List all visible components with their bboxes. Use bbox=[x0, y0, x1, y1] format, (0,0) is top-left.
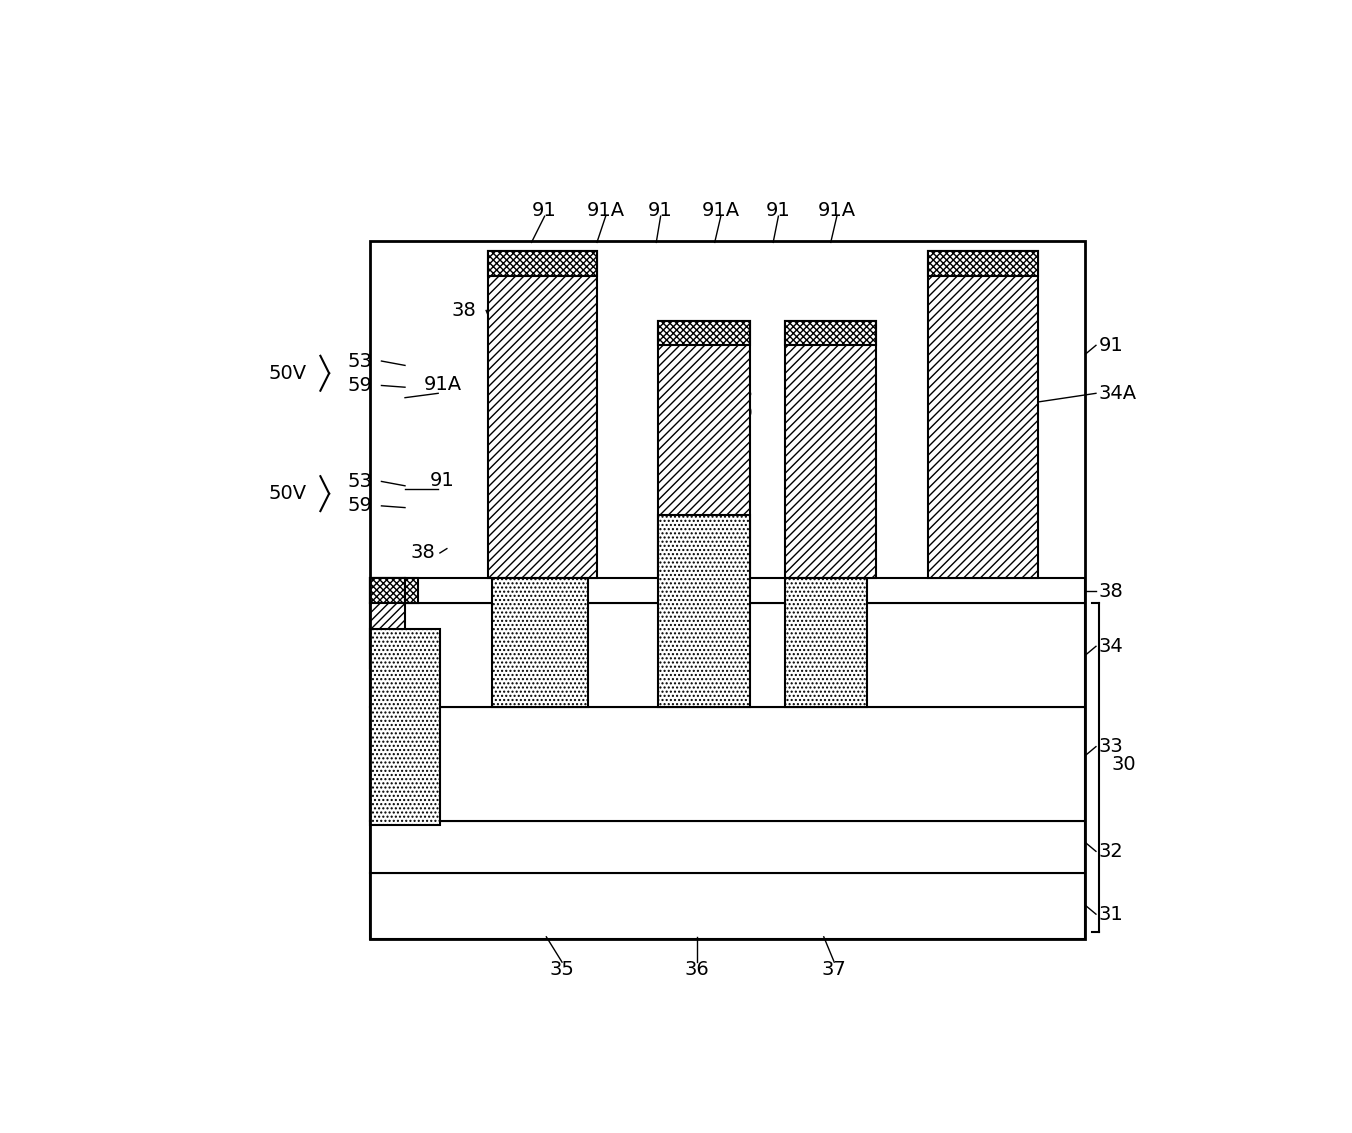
Bar bbox=[658, 321, 749, 346]
Bar bbox=[370, 707, 1086, 820]
Text: 38: 38 bbox=[1099, 582, 1124, 600]
Text: 91A: 91A bbox=[423, 375, 461, 394]
Text: 91A: 91A bbox=[587, 201, 625, 220]
Text: 38: 38 bbox=[410, 544, 435, 562]
Bar bbox=[370, 820, 1086, 874]
Bar bbox=[784, 321, 876, 346]
Text: 34A: 34A bbox=[1099, 384, 1137, 403]
Text: 31: 31 bbox=[1099, 904, 1124, 923]
Text: 53: 53 bbox=[729, 383, 753, 402]
Bar bbox=[370, 629, 439, 825]
Text: 30: 30 bbox=[1111, 755, 1136, 774]
Bar bbox=[370, 578, 406, 603]
Text: 50V: 50V bbox=[268, 484, 307, 503]
Text: 36: 36 bbox=[685, 960, 710, 979]
Text: 53: 53 bbox=[347, 472, 372, 491]
Text: 91: 91 bbox=[533, 201, 557, 220]
Text: 91A: 91A bbox=[818, 201, 856, 220]
Text: 53: 53 bbox=[347, 351, 372, 370]
Text: 35: 35 bbox=[550, 960, 575, 979]
Bar bbox=[488, 252, 598, 578]
Text: 37: 37 bbox=[822, 960, 846, 979]
Text: 59: 59 bbox=[729, 403, 753, 423]
Text: 50V: 50V bbox=[268, 364, 307, 383]
Text: 59: 59 bbox=[347, 496, 372, 516]
Bar bbox=[929, 252, 1037, 275]
Text: 59: 59 bbox=[347, 376, 372, 395]
Bar bbox=[406, 578, 418, 603]
Bar bbox=[658, 321, 749, 578]
Text: 91: 91 bbox=[1099, 335, 1124, 355]
Bar bbox=[488, 252, 598, 275]
Text: 32: 32 bbox=[1099, 842, 1124, 861]
Bar bbox=[370, 603, 1086, 707]
Bar bbox=[370, 578, 1086, 603]
Text: 91: 91 bbox=[648, 201, 673, 220]
Bar bbox=[370, 578, 406, 668]
Text: 50V: 50V bbox=[700, 334, 738, 353]
Bar bbox=[370, 240, 1086, 938]
Bar bbox=[929, 252, 1037, 578]
Text: 38: 38 bbox=[452, 301, 477, 320]
Text: 91: 91 bbox=[430, 471, 454, 491]
Text: 34: 34 bbox=[1099, 637, 1124, 656]
Bar bbox=[784, 321, 876, 578]
Bar bbox=[658, 516, 749, 707]
Bar bbox=[370, 874, 1086, 938]
Bar bbox=[492, 578, 588, 707]
Text: 43: 43 bbox=[388, 637, 412, 656]
Text: 91: 91 bbox=[767, 201, 791, 220]
Text: 33: 33 bbox=[1099, 738, 1124, 756]
Text: 91A: 91A bbox=[702, 201, 740, 220]
Bar bbox=[784, 578, 868, 707]
